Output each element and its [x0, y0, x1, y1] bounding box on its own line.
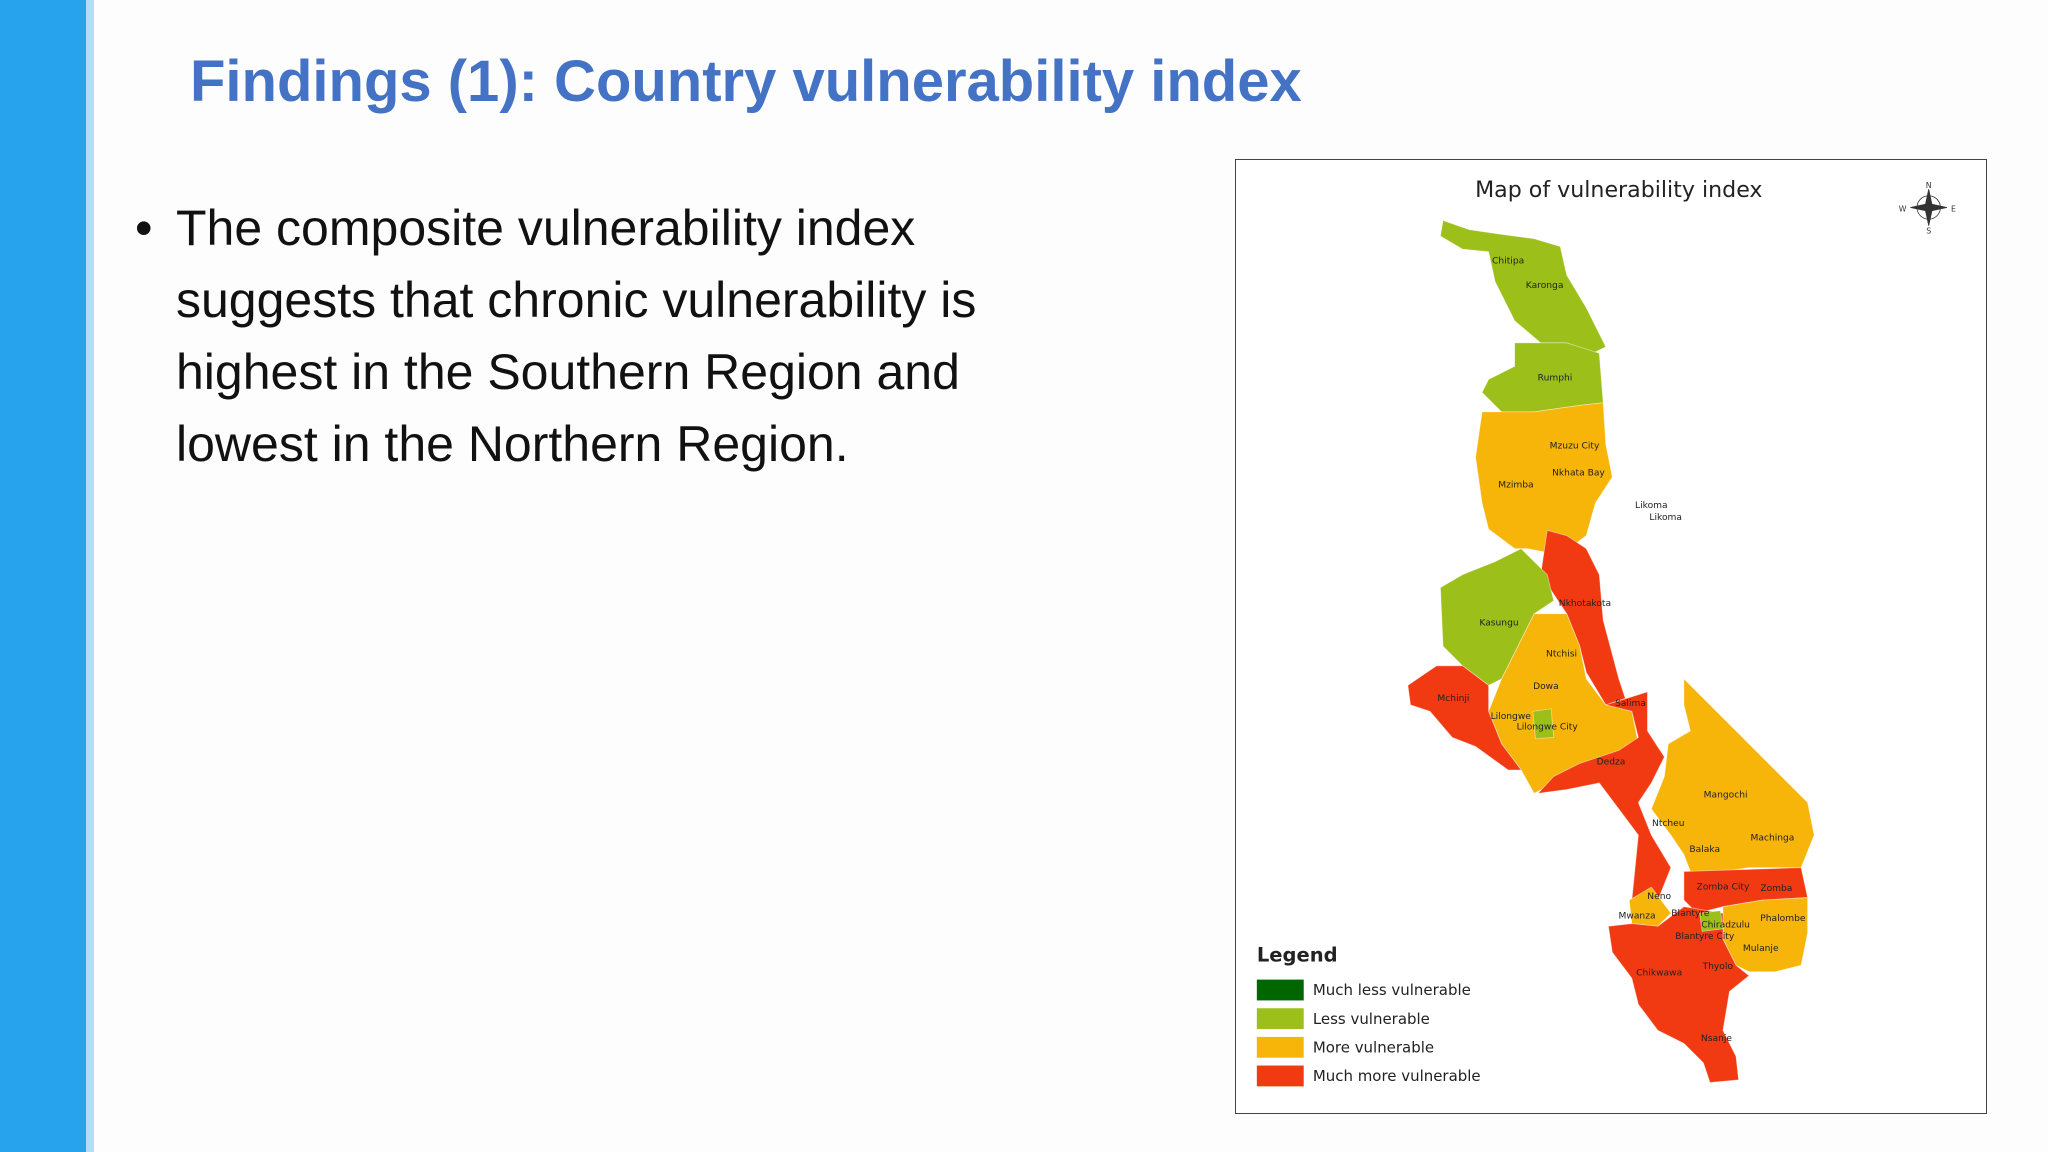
legend-swatch: [1256, 979, 1304, 1001]
district-label: Salima: [1615, 699, 1646, 709]
region: [1628, 886, 1672, 927]
region: [1537, 691, 1672, 914]
district-label: Likoma: [1649, 513, 1682, 523]
district-label: Chiradzulu: [1701, 921, 1750, 931]
district-label: Balaka: [1689, 845, 1720, 855]
district-label: Lilongwe City: [1517, 723, 1579, 733]
compass-letters: N S W E: [1899, 181, 1956, 236]
compass: [1910, 189, 1948, 226]
bullet-list: The composite vulnerability index sugges…: [135, 192, 1075, 480]
side-strip: [86, 0, 94, 1152]
legend-swatch: [1256, 1008, 1304, 1030]
region: [1699, 910, 1724, 932]
district-label: Ntcheu: [1652, 819, 1685, 829]
district-label: Mwanza: [1619, 911, 1656, 921]
region: [1722, 897, 1809, 973]
district-label: Thyolo: [1702, 962, 1734, 972]
district-label: Kasungu: [1479, 618, 1518, 628]
compass-letter: N: [1926, 181, 1932, 190]
district-label: Machinga: [1751, 833, 1795, 843]
region: [1532, 708, 1555, 740]
district-label: Nkhotakota: [1559, 599, 1611, 609]
district-label: Phalombe: [1760, 914, 1806, 924]
compass-needle: [1910, 203, 1948, 212]
district-label: Dowa: [1533, 682, 1559, 692]
district-label: Mzuzu City: [1550, 441, 1600, 451]
legend-label: Much more vulnerable: [1313, 1067, 1481, 1085]
compass-letter: S: [1926, 227, 1931, 236]
legend-label: Much less vulnerable: [1313, 981, 1471, 999]
region: [1439, 219, 1607, 354]
compass-letter: E: [1951, 204, 1956, 213]
district-label: Rumphi: [1538, 374, 1573, 384]
legend-title: Legend: [1257, 943, 1338, 966]
district-label: Ntchisi: [1546, 650, 1577, 660]
legend-label: More vulnerable: [1313, 1039, 1434, 1057]
district-label: Karonga: [1526, 281, 1564, 291]
district-label: Mangochi: [1704, 790, 1748, 800]
region: [1607, 906, 1750, 1083]
legend-swatch: [1256, 1036, 1304, 1058]
district-label: Lilongwe: [1491, 712, 1532, 722]
map-regions: [1407, 219, 1815, 1083]
map: Map of vulnerability index N S W E Chitipa K…: [1235, 159, 1987, 1114]
map-title: Map of vulnerability index: [1475, 177, 1762, 203]
compass-letter: W: [1899, 204, 1907, 213]
district-label: Mzimba: [1498, 480, 1533, 490]
legend-label: Less vulnerable: [1313, 1010, 1430, 1028]
district-label: Zomba: [1760, 884, 1792, 894]
side-bar: [0, 0, 86, 1152]
district-label: Nkhata Bay: [1552, 469, 1605, 479]
district-label: Mulanje: [1743, 944, 1779, 954]
legend-swatch: [1256, 1065, 1304, 1087]
district-label: Likoma: [1635, 501, 1668, 511]
district-label: Blantyre City: [1675, 932, 1735, 942]
region: [1407, 665, 1522, 771]
district-labels: Chitipa Karonga Rumphi Mzuzu City Nkhata Bay…: [1437, 256, 1805, 1043]
region: [1475, 402, 1613, 556]
district-label: Neno: [1647, 892, 1671, 902]
district-label: Chitipa: [1492, 256, 1524, 266]
district-label: Chikwawa: [1636, 969, 1682, 979]
slide-title: Findings (1): Country vulnerability inde…: [190, 49, 1302, 114]
district-label: Zomba City: [1697, 883, 1750, 893]
district-label: Mchinji: [1437, 694, 1469, 704]
legend: Much less vulnerable Less vulnerable More …: [1256, 979, 1481, 1087]
district-label: Blantyre: [1671, 909, 1710, 919]
district-label: Nsanje: [1701, 1034, 1732, 1044]
bullet: The composite vulnerability index sugges…: [135, 192, 1075, 480]
district-label: Dedza: [1597, 758, 1626, 768]
